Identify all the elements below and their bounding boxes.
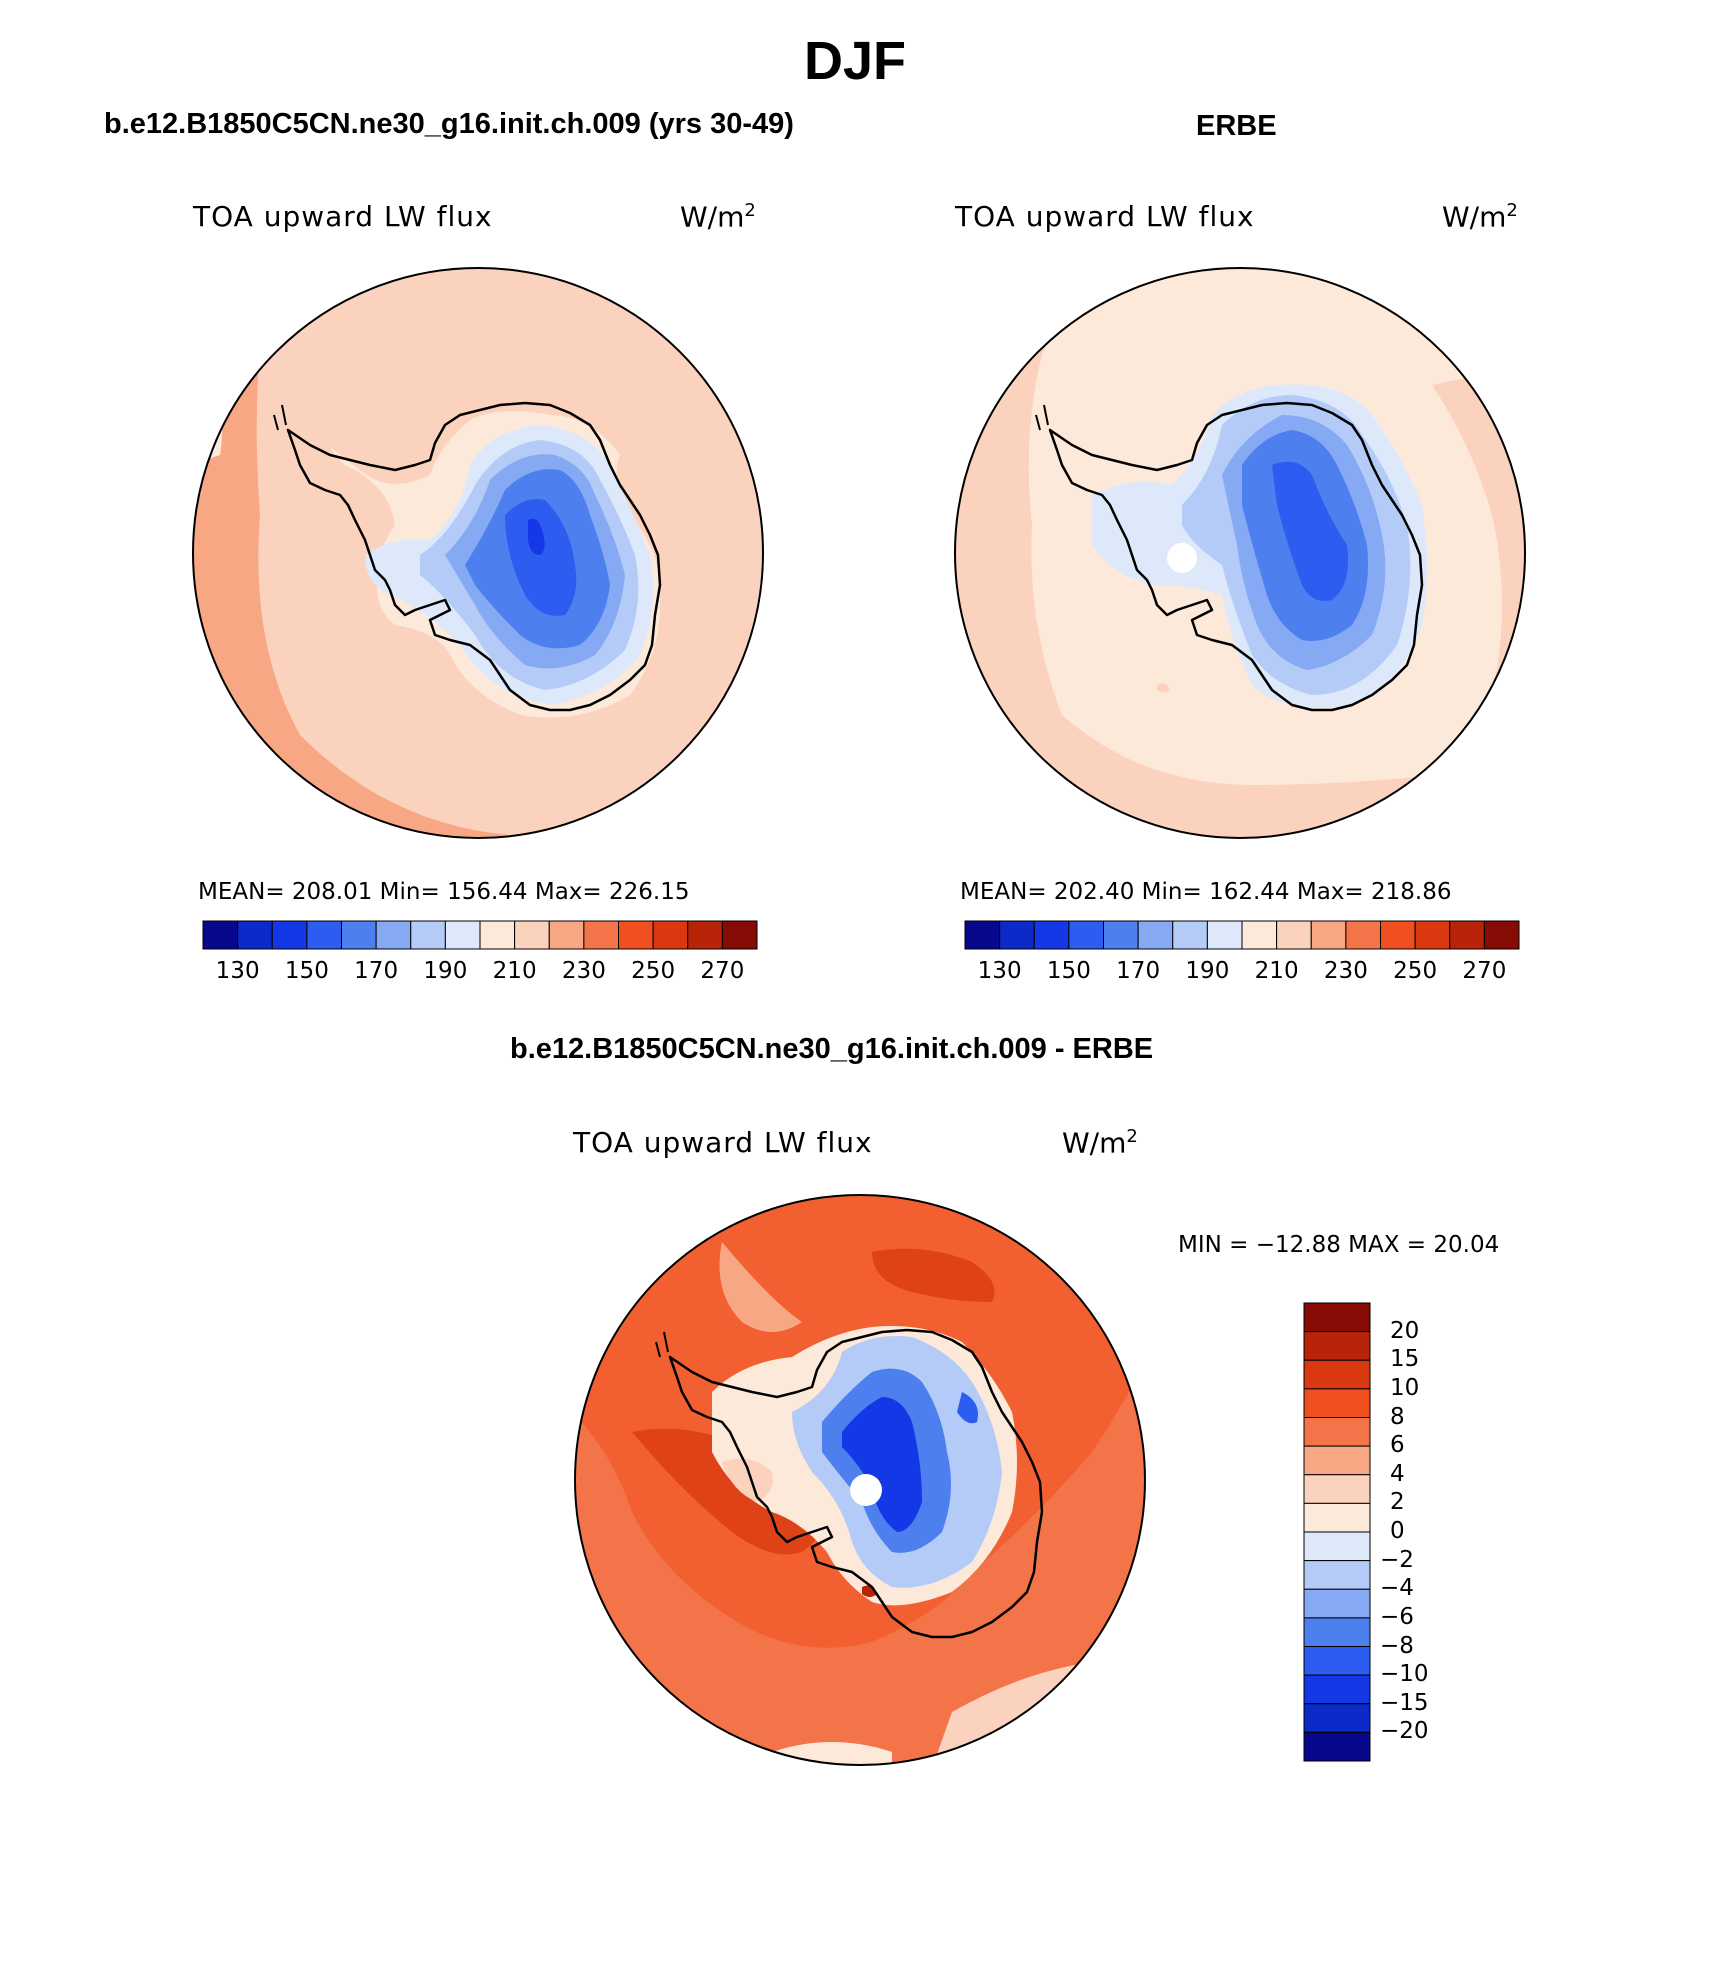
colorbar-tick-label: 250 (631, 958, 676, 984)
colorbar-tick-label: 190 (423, 958, 468, 984)
colorbar-tick-label: −10 (1380, 1661, 1429, 1688)
colorbar-tick-label: −2 (1380, 1546, 1414, 1573)
colorbar-tick-label: 130 (215, 958, 260, 984)
colorbar-swatch (375, 920, 412, 950)
colorbar-swatch (1303, 1331, 1371, 1361)
colorbar-swatch (964, 920, 1001, 950)
colorbar-tick-label: −20 (1380, 1718, 1429, 1745)
colorbar-swatch (1303, 1560, 1371, 1590)
colorbar-swatch (999, 920, 1035, 950)
colorbar-swatch (1303, 1731, 1371, 1762)
colorbar-tick-label: −15 (1380, 1689, 1429, 1716)
colorbar-swatch (1137, 920, 1174, 950)
colorbar-swatch (444, 920, 481, 950)
panel-1-variable-label: TOA upward LW flux (193, 200, 493, 233)
panel-2-map (954, 267, 1526, 839)
colorbar-tick-label: 10 (1390, 1374, 1420, 1401)
colorbar-swatch (1303, 1588, 1371, 1619)
colorbar-swatch (1303, 1646, 1371, 1676)
colorbar-swatch (1303, 1474, 1371, 1504)
colorbar-swatch (1206, 920, 1243, 950)
colorbar-swatch (1303, 1445, 1371, 1476)
colorbar-swatch (652, 920, 689, 950)
colorbar-tick-label: 170 (354, 958, 399, 984)
colorbar-swatch (1172, 920, 1208, 950)
colorbar-swatch (1303, 1417, 1371, 1447)
colorbar-tick-label: 270 (700, 958, 745, 984)
panel-3-units: W/m2 (1062, 1126, 1138, 1160)
colorbar-tick-label: 210 (1254, 958, 1299, 984)
colorbar-tick-label: 8 (1390, 1403, 1405, 1430)
colorbar-swatch (583, 920, 619, 950)
colorbar-swatch (1068, 920, 1104, 950)
colorbar-swatch (514, 920, 550, 950)
colorbar-swatch (1414, 920, 1451, 950)
colorbar-swatch (721, 920, 758, 950)
colorbar-tick-label: −8 (1380, 1632, 1414, 1659)
colorbar-swatch (306, 920, 342, 950)
panel-2-title: ERBE (1196, 110, 1277, 142)
colorbar-swatch (202, 920, 239, 950)
colorbar-swatch (1449, 920, 1485, 950)
colorbar-swatch (687, 920, 723, 950)
colorbar-tick-label: 0 (1390, 1518, 1405, 1544)
colorbar-tick-label: 230 (1323, 958, 1368, 984)
panel-1-stats: MEAN= 208.01 Min= 156.44 Max= 226.15 (198, 879, 690, 905)
colorbar-tick-label: 170 (1116, 958, 1161, 984)
colorbar-tick-label: 150 (1046, 958, 1091, 984)
panel-2-stats: MEAN= 202.40 Min= 162.44 Max= 218.86 (960, 879, 1452, 905)
panel-1-title: b.e12.B1850C5CN.ne30_g16.init.ch.009 (yr… (104, 108, 794, 140)
colorbar-swatch (1303, 1703, 1371, 1733)
colorbar-tick-label: −6 (1380, 1603, 1414, 1630)
colorbar-swatch (1345, 920, 1381, 950)
colorbar-swatch (1303, 1302, 1371, 1333)
colorbar-swatch (1033, 920, 1070, 950)
colorbar-swatch (1303, 1502, 1371, 1533)
colorbar-tick-label: 130 (977, 958, 1022, 984)
colorbar-swatch (1483, 920, 1520, 950)
panel-3-title: b.e12.B1850C5CN.ne30_g16.init.ch.009 - E… (510, 1033, 1154, 1065)
colorbar-swatch (237, 920, 273, 950)
panel-1-map (192, 267, 764, 839)
colorbar-tick-label: 270 (1462, 958, 1507, 984)
colorbar-swatch (479, 920, 516, 950)
panel-3-map (574, 1194, 1146, 1766)
panel-3-colorbar (1303, 1302, 1371, 1762)
panel-2-units: W/m2 (1442, 200, 1518, 234)
colorbar-swatch (1303, 1359, 1371, 1390)
colorbar-swatch (410, 920, 446, 950)
colorbar-swatch (341, 920, 377, 950)
colorbar-swatch (1380, 920, 1416, 950)
colorbar-swatch (618, 920, 654, 950)
colorbar-tick-label: 250 (1393, 958, 1438, 984)
colorbar-tick-label: 6 (1390, 1432, 1405, 1459)
colorbar-tick-label: 15 (1390, 1346, 1420, 1373)
colorbar-tick-label: 210 (492, 958, 537, 984)
colorbar-tick-label: 190 (1185, 958, 1230, 984)
colorbar-swatch (1303, 1674, 1371, 1705)
colorbar-tick-label: 150 (284, 958, 329, 984)
colorbar-swatch (1303, 1388, 1371, 1418)
colorbar-swatch (271, 920, 308, 950)
panel-3-variable-label: TOA upward LW flux (573, 1126, 873, 1159)
colorbar-swatch (1103, 920, 1139, 950)
colorbar-tick-label: −4 (1380, 1575, 1414, 1602)
colorbar-tick-label: 20 (1390, 1317, 1420, 1344)
panel-2-colorbar (964, 920, 1520, 950)
colorbar-swatch (1303, 1617, 1371, 1647)
panel-1-units: W/m2 (680, 200, 756, 234)
colorbar-swatch (1310, 920, 1347, 950)
colorbar-swatch (1276, 920, 1312, 950)
figure-title: DJF (803, 31, 906, 91)
colorbar-tick-label: 4 (1390, 1460, 1405, 1487)
colorbar-tick-label: 230 (561, 958, 606, 984)
panel-2-variable-label: TOA upward LW flux (955, 200, 1255, 233)
colorbar-tick-label: 2 (1390, 1489, 1405, 1516)
colorbar-swatch (1241, 920, 1278, 950)
colorbar-swatch (1303, 1531, 1371, 1562)
colorbar-swatch (548, 920, 585, 950)
panel-3-stats: MIN = −12.88 MAX = 20.04 (1178, 1232, 1500, 1258)
panel-1-colorbar (202, 920, 758, 950)
